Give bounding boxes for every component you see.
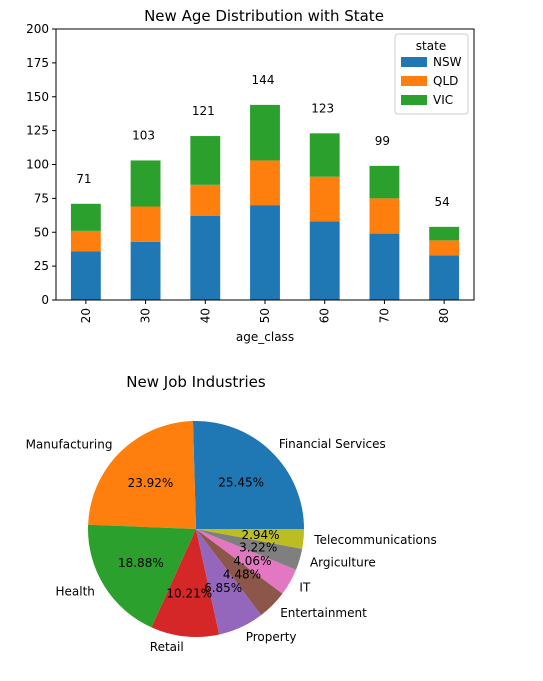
pie-slice-property <box>196 529 262 635</box>
bar-segment-nsw-70 <box>369 233 400 300</box>
legend-label-qld: QLD <box>433 74 458 88</box>
legend-swatch-nsw <box>401 57 427 67</box>
bar-segment-qld-40 <box>190 184 221 216</box>
bar-segment-nsw-60 <box>309 221 340 300</box>
pie-label-manufacturing: Manufacturing <box>26 438 113 452</box>
y-tick-label: 125 <box>26 124 49 138</box>
bar-total-label: 123 <box>311 101 334 115</box>
pie-slice-manufacturing <box>88 421 196 529</box>
bar-segment-qld-30 <box>130 206 161 242</box>
legend-box <box>394 33 469 115</box>
x-tick-label: 30 <box>139 308 153 323</box>
bar-segment-qld-80 <box>429 240 460 256</box>
bar-segment-qld-20 <box>70 230 101 252</box>
bar-segment-nsw-80 <box>429 255 460 300</box>
legend-swatch-qld <box>401 76 427 86</box>
y-tick-label: 75 <box>34 191 49 205</box>
bar-chart-title: New Age Distribution with State <box>144 7 384 25</box>
bar-total-label: 103 <box>132 128 155 142</box>
bar-segment-nsw-20 <box>70 251 101 300</box>
x-tick-label: 40 <box>198 308 212 323</box>
pie-label-health: Health <box>56 584 95 598</box>
bar-segment-nsw-40 <box>190 215 221 300</box>
y-tick-label: 25 <box>34 259 49 273</box>
bar-segment-vic-80 <box>429 226 460 241</box>
bar-total-label: 121 <box>192 104 215 118</box>
pie-label-it: IT <box>299 580 311 594</box>
bar-segment-nsw-30 <box>130 241 161 300</box>
pie-pct-it: 4.06% <box>233 554 271 568</box>
pie-chart-title: New Job Industries <box>126 373 266 391</box>
bar-total-label: 99 <box>375 134 390 148</box>
y-tick-label: 0 <box>41 293 49 307</box>
pie-label-argiculture: Argiculture <box>310 555 376 569</box>
x-tick-label: 60 <box>318 308 332 323</box>
bar-segment-vic-60 <box>309 133 340 177</box>
bar-segment-vic-40 <box>190 136 221 185</box>
legend-label-nsw: NSW <box>433 55 462 69</box>
pie-pct-entertainment: 4.48% <box>223 568 261 582</box>
pie-pct-financial-services: 25.45% <box>218 476 264 490</box>
pie-label-financial-services: Financial Services <box>279 437 386 451</box>
pie-slice-entertainment <box>196 529 283 616</box>
bar-segment-qld-50 <box>250 160 280 206</box>
pie-label-telecommunications: Telecommunications <box>313 533 436 547</box>
x-tick-label: 70 <box>377 308 391 323</box>
pie-slice-retail <box>151 529 220 637</box>
pie-label-property: Property <box>246 630 297 644</box>
pie-chart: New Job Industries Financial Services Man… <box>26 373 437 654</box>
pie-pct-retail: 10.21% <box>166 586 212 600</box>
y-tick-label: 175 <box>26 56 49 70</box>
bar-total-label: 54 <box>435 195 450 209</box>
bar-segment-nsw-50 <box>250 205 280 300</box>
bar-segment-vic-50 <box>250 104 280 161</box>
pie-slice-it <box>196 529 297 594</box>
legend-label-vic: VIC <box>433 93 453 107</box>
x-tick-label: 50 <box>258 308 272 323</box>
y-tick-label: 150 <box>26 90 49 104</box>
x-tick-label: 80 <box>437 308 451 323</box>
x-tick-label: 20 <box>79 308 93 323</box>
bar-segment-vic-30 <box>130 160 161 207</box>
pie-slice-financial-services <box>192 421 304 529</box>
pie-pct-property: 6.85% <box>204 581 242 595</box>
pie-slice-argiculture <box>196 529 303 570</box>
bar-chart: New Age Distribution with State 71 103 121… <box>26 7 475 344</box>
bar-total-label: 71 <box>76 172 91 186</box>
bar-segment-qld-70 <box>369 198 400 234</box>
legend-swatch-vic <box>401 95 427 105</box>
bar-segment-vic-70 <box>369 165 400 199</box>
bar-total-label: 144 <box>252 73 275 87</box>
pie-pct-telecommunications: 2.94% <box>241 528 279 542</box>
pie-slice-health <box>87 524 196 628</box>
pie-pct-health: 18.88% <box>118 556 164 570</box>
pie-label-retail: Retail <box>150 640 184 654</box>
pie-label-entertainment: Entertainment <box>280 606 367 620</box>
y-tick-label: 50 <box>34 225 49 239</box>
pie-slice-telecommunications <box>196 529 304 549</box>
pie-pct-argiculture: 3.22% <box>239 540 277 554</box>
pie-pct-manufacturing: 23.92% <box>128 476 174 490</box>
bar-segment-qld-60 <box>309 176 340 222</box>
legend-title: state <box>416 39 446 53</box>
legend: state NSW QLD VIC <box>394 33 469 115</box>
y-tick-label: 100 <box>26 158 49 172</box>
bar-plot-frame <box>55 28 475 301</box>
y-tick-label: 200 <box>26 22 49 36</box>
bar-segment-vic-20 <box>70 203 101 231</box>
x-axis-label: age_class <box>236 330 294 344</box>
